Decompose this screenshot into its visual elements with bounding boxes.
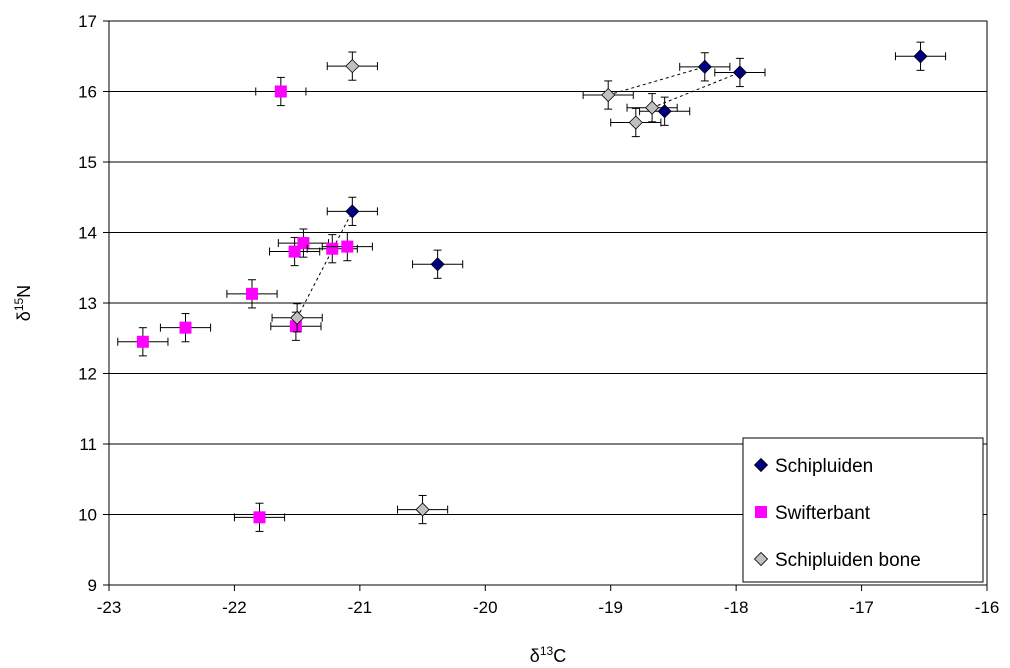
data-point (345, 59, 360, 74)
data-point (415, 502, 430, 517)
series-0 (326, 41, 947, 279)
y-tick-label: 12 (78, 365, 97, 384)
data-point (326, 242, 339, 255)
x-tick-label: -16 (975, 598, 1000, 617)
connector-line (651, 72, 741, 109)
data-point (274, 85, 287, 98)
data-point (341, 240, 354, 253)
x-tick-label: -20 (473, 598, 498, 617)
x-axis-label: δ13C (530, 644, 566, 666)
data-point (245, 287, 258, 300)
y-axis-ticks: 9 10 11 12 13 14 15 16 17 (78, 12, 109, 595)
data-point (732, 65, 747, 80)
legend: Schipluiden Swifterbant Schipluiden bone (742, 437, 984, 583)
x-tick-label: -22 (222, 598, 247, 617)
legend-item: Schipluiden (753, 456, 873, 477)
y-tick-label: 10 (78, 506, 97, 525)
data-point (628, 115, 643, 130)
data-points (117, 41, 947, 532)
data-point (657, 104, 672, 119)
legend-label: Schipluiden (775, 456, 873, 477)
data-point (297, 237, 310, 250)
legend-label: Swifterbant (775, 503, 871, 524)
y-tick-label: 16 (78, 83, 97, 102)
x-tick-label: -21 (348, 598, 373, 617)
y-tick-label: 14 (78, 224, 97, 243)
legend-marker (753, 551, 769, 567)
data-point (179, 321, 192, 334)
legend-label: Schipluiden bone (775, 550, 921, 571)
y-tick-label: 17 (78, 12, 97, 31)
x-axis-ticks: -23 -22 -21 -20 -19 -18 -17 -16 (97, 585, 1000, 617)
x-tick-label: -17 (849, 598, 874, 617)
data-point (289, 320, 302, 333)
series-2 (271, 51, 678, 525)
x-tick-label: -23 (97, 598, 122, 617)
data-point (601, 87, 616, 103)
data-point (697, 59, 712, 74)
series-1 (117, 76, 373, 532)
y-tick-label: 11 (79, 435, 97, 454)
legend-box (742, 437, 984, 583)
connector-line (296, 211, 353, 319)
data-point (645, 100, 660, 115)
data-point (253, 511, 266, 524)
legend-marker (753, 457, 769, 473)
x-tick-label: -19 (598, 598, 623, 617)
y-tick-label: 13 (78, 294, 97, 313)
x-tick-label: -18 (724, 598, 749, 617)
data-point (136, 335, 149, 348)
y-axis-label: δ15N (12, 285, 34, 321)
data-point (290, 310, 305, 325)
data-point (430, 257, 445, 272)
data-point (913, 49, 928, 64)
legend-marker (755, 506, 767, 518)
y-tick-label: 15 (78, 153, 97, 172)
connector-line (608, 66, 705, 96)
legend-item: Swifterbant (755, 503, 871, 524)
legend-item: Schipluiden bone (753, 550, 921, 571)
connector-lines (296, 66, 741, 319)
y-tick-label: 9 (88, 576, 97, 595)
data-point (345, 204, 360, 219)
